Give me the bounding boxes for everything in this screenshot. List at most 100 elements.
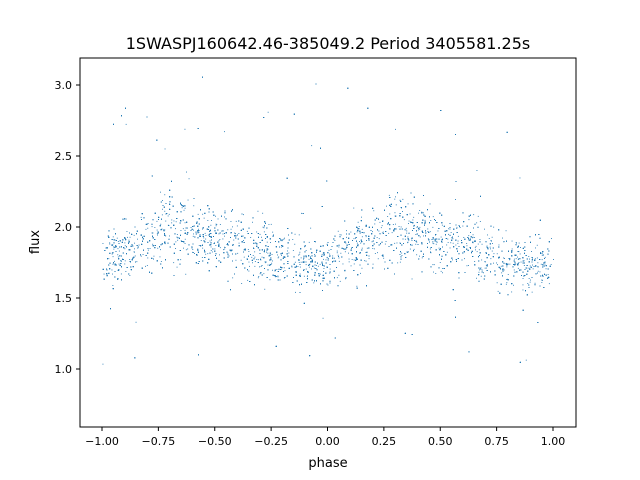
data-point xyxy=(359,241,360,242)
data-point xyxy=(187,227,188,229)
data-point xyxy=(445,234,446,235)
data-point xyxy=(338,274,340,276)
data-point xyxy=(378,238,380,240)
data-point xyxy=(479,269,480,271)
data-point xyxy=(237,252,239,254)
data-point xyxy=(310,256,311,258)
data-point xyxy=(435,243,437,245)
data-point xyxy=(339,234,341,236)
data-point xyxy=(215,245,217,246)
data-point xyxy=(193,205,195,207)
data-point xyxy=(322,317,324,319)
data-point xyxy=(305,256,307,258)
data-point xyxy=(528,267,530,269)
data-point xyxy=(329,253,331,255)
data-point xyxy=(111,252,113,254)
data-point xyxy=(515,258,517,260)
data-point xyxy=(529,258,530,260)
data-point xyxy=(303,258,304,260)
data-point xyxy=(184,243,186,244)
data-point xyxy=(361,228,363,230)
data-point xyxy=(222,233,224,235)
data-point xyxy=(276,269,278,270)
data-point xyxy=(517,267,519,269)
data-point xyxy=(403,219,405,221)
data-point xyxy=(481,243,483,245)
data-point xyxy=(197,248,199,250)
data-point xyxy=(534,258,536,260)
data-point xyxy=(281,240,283,242)
data-point xyxy=(351,259,353,260)
data-point xyxy=(238,242,240,244)
data-point xyxy=(506,266,508,268)
data-point xyxy=(187,199,189,201)
data-point xyxy=(449,247,451,249)
data-point xyxy=(474,261,476,262)
data-point xyxy=(180,220,182,222)
data-point xyxy=(511,240,513,242)
data-point xyxy=(234,232,236,234)
data-point xyxy=(184,222,186,224)
data-point xyxy=(283,238,285,240)
data-point xyxy=(233,239,235,241)
data-point xyxy=(504,258,505,259)
data-point xyxy=(417,229,419,231)
data-point xyxy=(210,224,212,226)
data-point xyxy=(336,277,338,279)
data-point xyxy=(450,242,452,244)
data-point xyxy=(361,267,363,269)
data-point xyxy=(305,250,307,251)
data-point xyxy=(219,254,220,256)
data-point xyxy=(409,213,411,215)
data-point xyxy=(350,265,352,267)
data-point xyxy=(222,238,224,240)
data-point xyxy=(395,204,397,206)
data-point xyxy=(365,260,367,262)
data-point xyxy=(511,291,513,293)
data-point xyxy=(476,170,478,171)
data-point xyxy=(534,282,536,284)
data-point xyxy=(205,235,207,236)
data-point xyxy=(377,252,378,254)
data-point xyxy=(133,234,135,236)
data-point xyxy=(177,239,179,241)
data-point xyxy=(466,265,468,267)
data-point xyxy=(507,274,509,275)
data-point xyxy=(378,230,380,232)
data-point xyxy=(173,220,175,222)
data-point xyxy=(338,260,340,262)
data-point xyxy=(219,239,221,240)
data-point xyxy=(344,251,346,253)
data-point xyxy=(315,265,317,266)
data-point xyxy=(473,214,475,216)
data-point xyxy=(314,254,316,256)
data-point xyxy=(254,251,256,253)
data-point xyxy=(125,218,127,220)
data-point xyxy=(214,248,216,250)
data-point xyxy=(424,219,426,221)
data-point xyxy=(519,177,521,179)
data-point xyxy=(386,205,387,207)
data-point xyxy=(345,242,347,244)
data-point xyxy=(436,241,438,243)
data-point xyxy=(201,257,203,258)
data-point xyxy=(346,236,347,238)
data-point xyxy=(136,261,138,263)
data-point xyxy=(498,244,500,246)
data-point xyxy=(493,253,495,255)
data-point xyxy=(250,237,252,238)
data-point xyxy=(224,247,226,248)
data-point xyxy=(303,269,305,271)
data-point xyxy=(204,232,206,234)
data-point xyxy=(152,232,154,234)
data-point xyxy=(282,239,284,241)
data-point xyxy=(547,274,549,275)
data-point xyxy=(135,321,137,323)
data-point xyxy=(171,219,173,221)
data-point xyxy=(315,241,316,243)
data-point xyxy=(228,255,230,257)
data-point xyxy=(203,217,205,219)
data-point xyxy=(480,275,482,277)
data-point xyxy=(531,251,532,252)
data-point xyxy=(541,254,543,256)
